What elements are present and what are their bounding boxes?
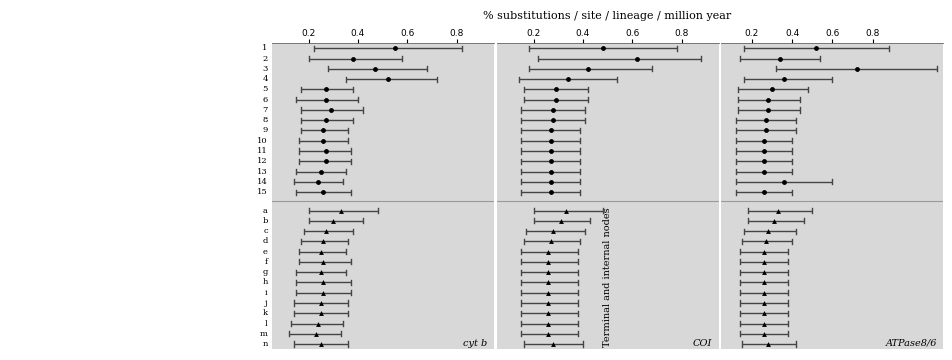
Text: 3: 3 — [262, 65, 268, 73]
Text: n: n — [262, 340, 268, 348]
Text: 12: 12 — [257, 157, 268, 165]
Text: m: m — [260, 330, 268, 338]
Text: 11: 11 — [257, 147, 268, 155]
Text: h: h — [262, 278, 268, 287]
Text: Terminal and internal nodes: Terminal and internal nodes — [603, 207, 611, 347]
Text: c: c — [263, 227, 268, 235]
Text: 1: 1 — [262, 44, 268, 52]
Text: f: f — [265, 258, 268, 266]
Text: 9: 9 — [262, 126, 268, 135]
Text: d: d — [262, 237, 268, 246]
Text: e: e — [263, 248, 268, 256]
Text: 13: 13 — [257, 167, 268, 176]
Text: b: b — [262, 217, 268, 225]
Text: 15: 15 — [257, 188, 268, 196]
Text: cyt b: cyt b — [463, 339, 486, 348]
Text: i: i — [265, 289, 268, 297]
Text: 2: 2 — [262, 55, 268, 63]
Text: ATPase8/6: ATPase8/6 — [884, 339, 936, 348]
Text: 5: 5 — [262, 85, 268, 93]
Text: a: a — [263, 207, 268, 215]
Text: j: j — [265, 299, 268, 307]
Text: 7: 7 — [262, 106, 268, 114]
Text: k: k — [263, 309, 268, 317]
Text: 8: 8 — [262, 116, 268, 124]
Text: g: g — [262, 268, 268, 276]
Text: 10: 10 — [257, 137, 268, 145]
Text: l: l — [265, 320, 268, 328]
Text: % substitutions / site / lineage / million year: % substitutions / site / lineage / milli… — [483, 11, 731, 21]
Text: COI: COI — [692, 339, 711, 348]
Text: 14: 14 — [257, 178, 268, 186]
Text: 4: 4 — [262, 75, 268, 83]
Text: 6: 6 — [262, 96, 268, 104]
